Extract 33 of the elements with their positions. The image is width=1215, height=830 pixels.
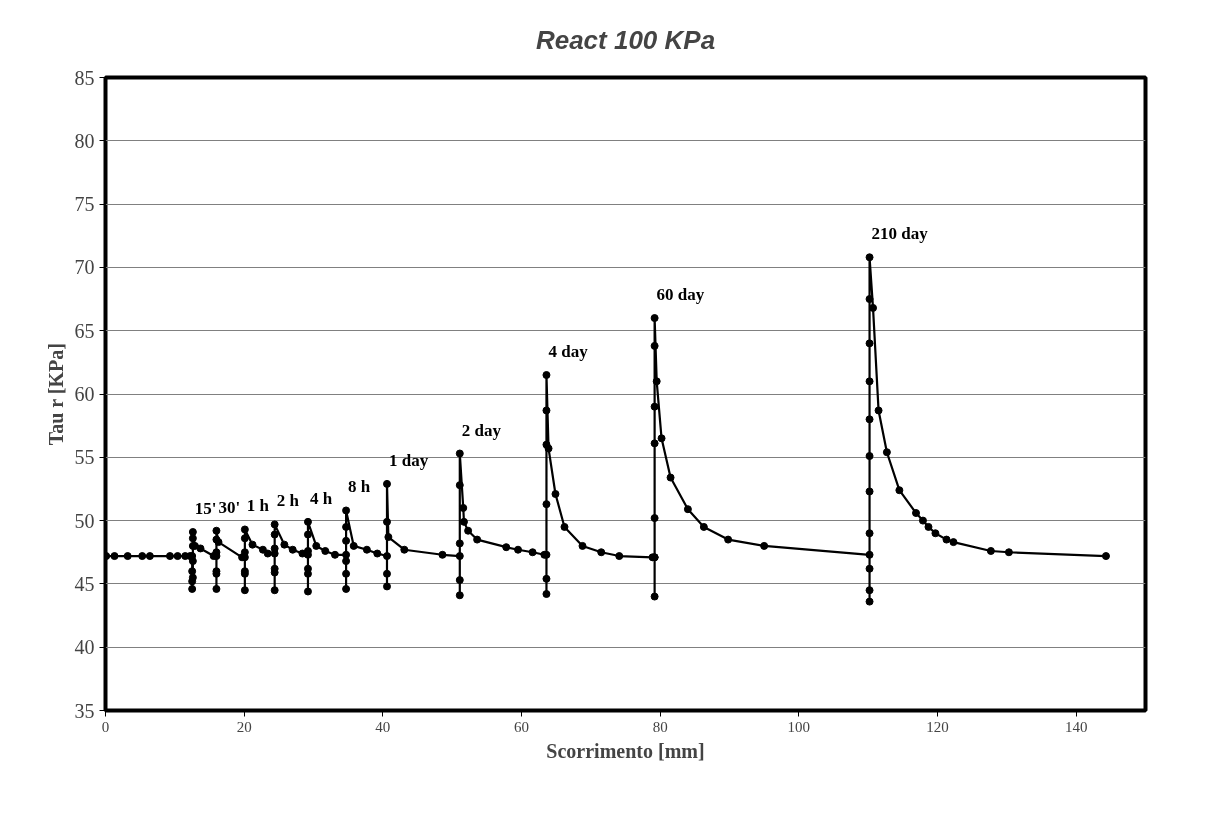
y-tick-label: 85 xyxy=(74,66,95,89)
annotation: 60 day xyxy=(656,285,705,305)
x-tick-label: 60 xyxy=(514,718,529,735)
y-tick-label: 70 xyxy=(74,256,95,279)
y-tick-label: 65 xyxy=(74,319,95,342)
annotation: 2 h xyxy=(276,491,300,511)
x-tick-label: 20 xyxy=(236,718,252,735)
x-tick-label: 140 xyxy=(1064,718,1088,735)
annotation: 30' xyxy=(218,497,241,517)
y-tick-label: 75 xyxy=(74,193,95,216)
annotation: 15' xyxy=(194,498,217,518)
annotation: 4 h xyxy=(309,488,333,508)
x-tick-label: 40 xyxy=(375,718,391,735)
y-tick-label: 35 xyxy=(74,699,95,722)
annotation: 210 day xyxy=(871,224,929,244)
x-axis-title: Scorrimento [mm] xyxy=(546,739,705,762)
y-tick-label: 40 xyxy=(74,636,95,659)
chart-title: React 100 KPa xyxy=(535,25,716,55)
annotation: 2 day xyxy=(461,420,502,440)
x-tick-label: 120 xyxy=(926,718,949,735)
y-tick-label: 55 xyxy=(74,446,95,469)
y-tick-label: 50 xyxy=(74,509,95,532)
x-tick-label: 100 xyxy=(787,718,811,735)
annotation: 8 h xyxy=(348,477,371,497)
y-tick-label: 45 xyxy=(74,572,95,595)
annotation: 1 h xyxy=(246,496,270,516)
y-tick-label: 80 xyxy=(74,129,95,152)
annotation: 4 day xyxy=(548,342,589,362)
y-tick-label: 60 xyxy=(74,383,95,405)
annotation: 1 day xyxy=(388,450,429,470)
x-tick-label: 80 xyxy=(652,718,668,735)
x-tick-label: 0 xyxy=(101,718,110,735)
y-axis-title: Tau r [KPa] xyxy=(44,343,67,446)
